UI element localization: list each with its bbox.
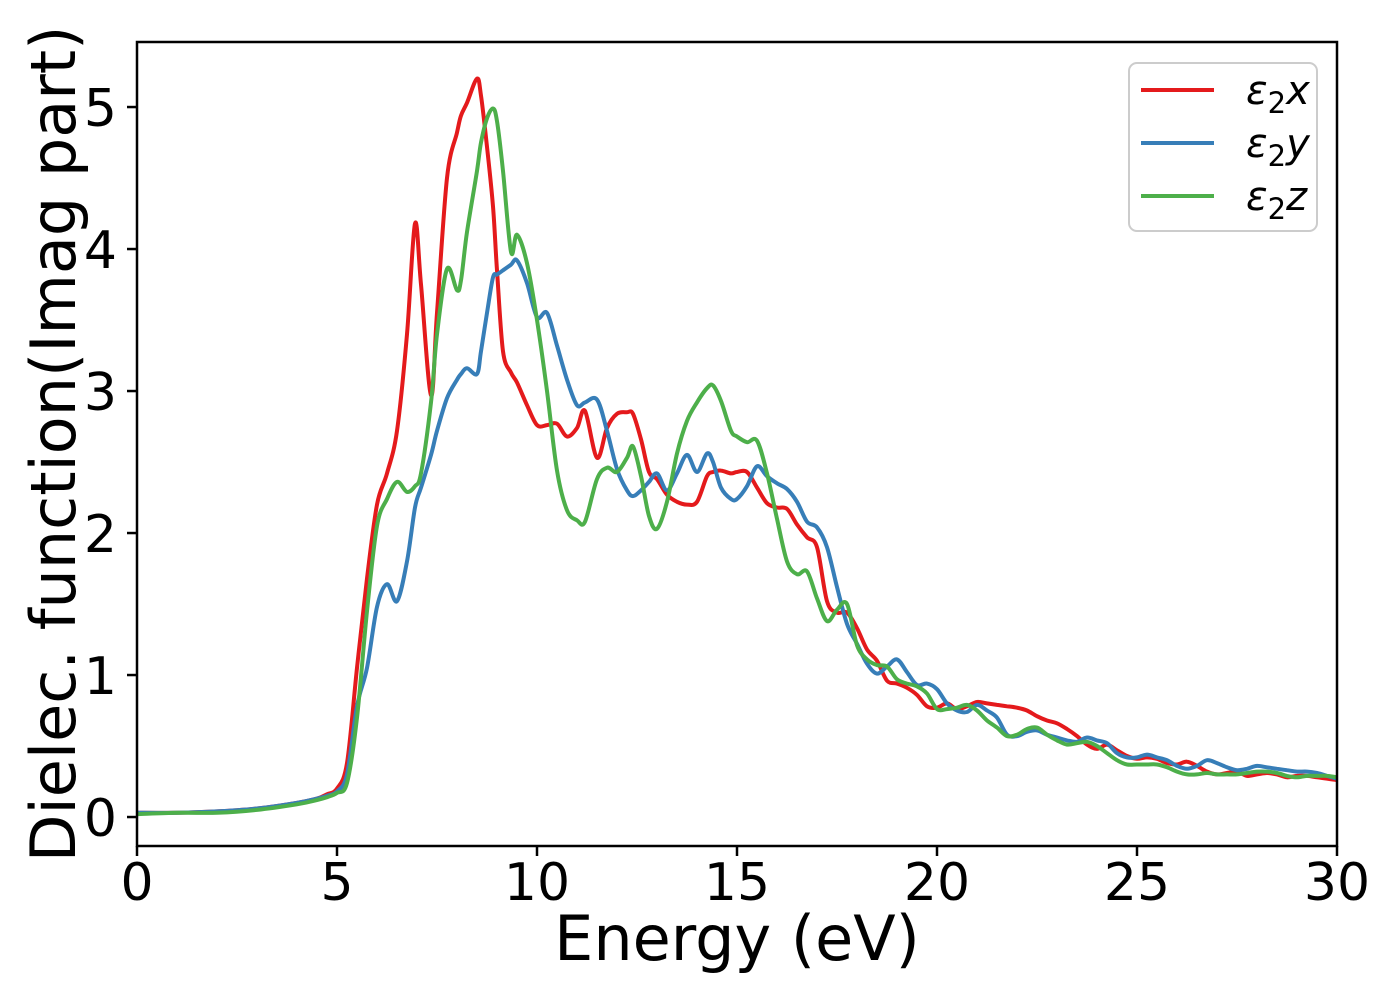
x-axis-tick-label: 0 (120, 853, 153, 913)
x-axis-tick-label: 5 (320, 853, 353, 913)
y-axis-tick-label: 0 (84, 789, 117, 849)
series-line-eps2z (137, 106, 1337, 817)
series-group (137, 76, 1337, 817)
legend-label-eps2x: ε2x (1246, 68, 1310, 120)
legend-label-eps2y: ε2y (1246, 121, 1311, 173)
x-axis-tick-label: 30 (1304, 853, 1370, 913)
y-axis-label: Dielec. function(Imag part) (17, 26, 90, 863)
x-axis-tick-label: 20 (904, 853, 970, 913)
x-axis-tick-label: 15 (704, 853, 770, 913)
y-axis-tick-label: 1 (84, 647, 117, 707)
y-axis-tick-label: 3 (84, 363, 117, 423)
y-axis-tick-label: 4 (84, 221, 117, 281)
legend-box (1128, 62, 1318, 232)
legend-label-eps2z: ε2z (1246, 174, 1308, 226)
y-axis-tick-label: 2 (84, 505, 117, 565)
x-axis-tick-label: 10 (504, 853, 570, 913)
y-axis-tick-label: 5 (84, 79, 117, 139)
plot-border (135, 40, 1339, 848)
x-axis-label: Energy (eV) (554, 902, 920, 975)
x-axis-tick-label: 25 (1104, 853, 1170, 913)
